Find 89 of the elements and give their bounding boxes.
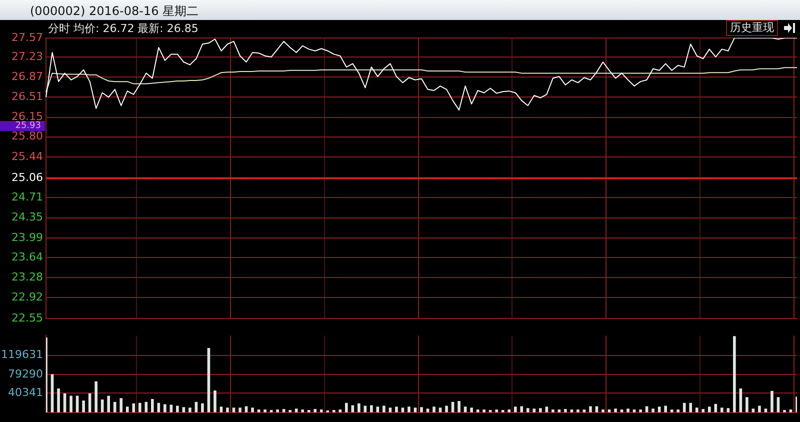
bar: [770, 390, 774, 412]
bar: [188, 408, 192, 412]
bar: [226, 408, 229, 412]
bar: [214, 390, 216, 412]
y-tick-label: 25.44: [12, 150, 43, 163]
bar: [94, 381, 98, 412]
bar: [432, 406, 436, 412]
bar: [702, 409, 705, 412]
bar: [138, 402, 142, 412]
bar: [157, 402, 160, 412]
y-tick-label: 27.57: [12, 30, 43, 44]
bar: [626, 408, 630, 412]
bar: [470, 408, 473, 412]
bar: [682, 402, 686, 412]
bar: [539, 408, 542, 412]
bar: [445, 406, 448, 412]
bar: [344, 402, 348, 412]
bar: [70, 396, 72, 412]
y-tick-label: 79290: [8, 367, 43, 380]
y-tick-label: 24.35: [12, 210, 43, 224]
bar: [150, 399, 154, 412]
bar: [526, 408, 530, 412]
bar: [720, 408, 724, 412]
bar: [201, 403, 204, 412]
text: 25.93: [0, 121, 45, 131]
bar: [758, 406, 761, 412]
bar: [639, 410, 642, 412]
bar: [176, 406, 179, 412]
bar: [532, 408, 536, 412]
bar: [514, 406, 517, 412]
bar: [132, 403, 136, 412]
bar: [57, 388, 60, 412]
bar: [676, 410, 680, 412]
bar: [520, 406, 524, 412]
bar: [652, 408, 654, 412]
y-tick-label: 40341: [8, 386, 43, 400]
y-tick-label: 25.06: [12, 171, 43, 184]
y-tick-label: 26.87: [12, 70, 43, 83]
y-tick-label: 26.51: [12, 90, 43, 104]
bar: [714, 404, 718, 412]
bar: [264, 410, 266, 412]
bar: [395, 406, 398, 412]
bar: [552, 410, 554, 412]
bar: [251, 408, 254, 412]
y-tick-label: 24.71: [12, 190, 43, 204]
bar: [320, 410, 323, 412]
bar: [314, 409, 317, 412]
y-tick-label: 23.99: [12, 230, 43, 244]
bar: [113, 402, 116, 412]
bar: [495, 410, 498, 412]
bar: [126, 406, 129, 412]
bar: [301, 410, 304, 412]
bar: [370, 405, 373, 412]
bar: [664, 406, 667, 412]
y-tick-label: 22.92: [12, 290, 43, 304]
bar: [576, 410, 580, 412]
bar: [144, 402, 148, 412]
bar: [695, 408, 698, 412]
bar: [238, 408, 242, 412]
bar: [589, 406, 592, 412]
bar: [458, 400, 460, 412]
y-tick-label: 119631: [1, 348, 43, 362]
text: 历史重现: [726, 20, 778, 36]
bar: [420, 407, 423, 412]
bar: [508, 410, 511, 412]
bar: [602, 410, 604, 412]
bar: [708, 406, 711, 412]
bar: [120, 398, 123, 412]
bar: [564, 409, 567, 412]
bar: [164, 404, 166, 412]
y-tick-label: 25.80: [12, 130, 43, 143]
bar: [338, 410, 342, 412]
bar: [382, 406, 386, 412]
bar: [408, 406, 410, 412]
bar: [107, 396, 110, 412]
chart-subtitle: 分时 均价: 26.72 最新: 26.85: [48, 21, 198, 36]
y-tick-label: 23.28: [12, 270, 43, 284]
y-tick-label: 23.64: [12, 250, 43, 264]
chart-title: (000002) 2016-08-16 星期二: [30, 3, 199, 20]
y-tick-label: 27.23: [12, 50, 43, 63]
y-tick-label: 22.55: [12, 311, 43, 324]
bar: [276, 410, 279, 412]
bar: [746, 397, 748, 412]
bar: [482, 410, 486, 412]
bar: [614, 408, 617, 412]
bar: [358, 403, 360, 412]
bar: [733, 336, 736, 412]
bar: [689, 402, 692, 412]
bar: [82, 400, 85, 412]
